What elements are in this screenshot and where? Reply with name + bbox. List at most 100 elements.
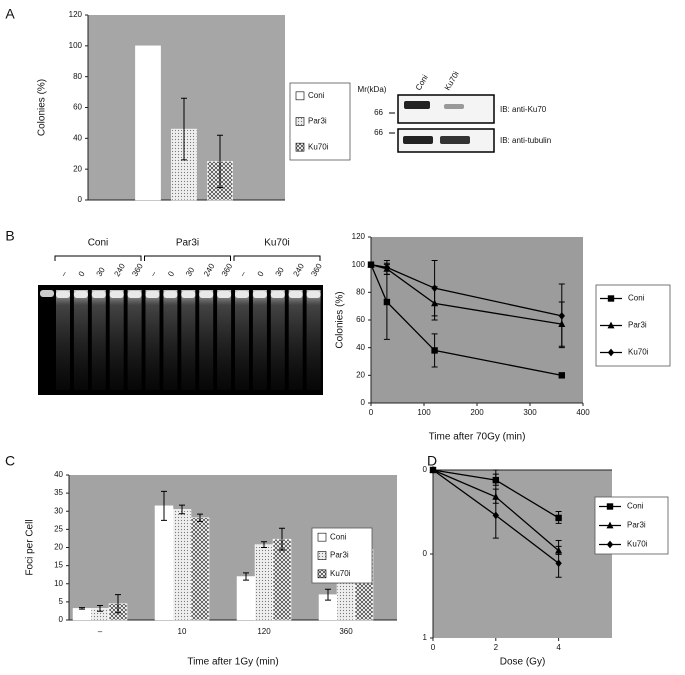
blot-row-label: IB: anti-Ku70 <box>500 105 547 114</box>
x-axis-title: Time after 70Gy (min) <box>429 432 526 443</box>
blot-mw-label: Mr(kDa) <box>358 85 387 94</box>
y-tick-label: 80 <box>73 72 82 81</box>
blot <box>389 94 495 153</box>
panel-label: C <box>5 453 15 469</box>
point <box>492 511 500 520</box>
gel-lane-label: 30 <box>274 265 287 278</box>
y-tick-label: 60 <box>356 315 365 324</box>
legend-swatch <box>317 569 327 579</box>
gel-lane-label: – <box>238 269 248 278</box>
y-tick-label: 40 <box>356 343 365 352</box>
error-bar <box>325 588 331 601</box>
gel-band <box>252 291 267 298</box>
point <box>367 260 375 269</box>
panel-label: A <box>5 6 15 22</box>
point <box>429 466 437 474</box>
x-tick-label: 10 <box>178 627 187 636</box>
y-tick-label: 40 <box>73 133 82 142</box>
y-tick-label: 100 <box>352 260 366 269</box>
y-tick-label: 0 <box>423 549 428 558</box>
error-bar <box>279 527 285 551</box>
gel-lane-label: 240 <box>291 262 306 279</box>
legend-label: Ku70i <box>627 540 648 549</box>
y-axis-title: Foci per Cell <box>25 519 36 575</box>
gel-band <box>199 291 214 298</box>
error-bar <box>161 490 167 521</box>
gel-band <box>73 291 88 298</box>
x-axis-title: Time after 1Gy (min) <box>187 657 278 668</box>
gel-lane <box>127 290 142 390</box>
gel-band <box>217 291 232 298</box>
point <box>383 263 391 272</box>
y-tick-label: 60 <box>73 103 82 112</box>
y-tick-label: 10 <box>54 579 63 588</box>
x-tick-label: 100 <box>417 408 431 417</box>
gel-bracket <box>54 255 142 261</box>
x-tick-label: 400 <box>576 408 590 417</box>
error-bar <box>97 605 103 612</box>
blot-lane-label: Ku70i <box>443 70 461 92</box>
gel-band <box>181 291 196 298</box>
y-tick-label: 40 <box>54 470 63 479</box>
gel-lane <box>270 290 285 390</box>
x-tick-label: 120 <box>257 627 271 636</box>
line <box>370 264 562 325</box>
legend-marker <box>606 503 614 510</box>
gel-lane-label: 30 <box>184 265 197 278</box>
plot-area <box>371 237 583 403</box>
y-tick-label: 100 <box>69 41 83 50</box>
y-axis-title: Colonies (%) <box>335 291 346 348</box>
legend-label: Par3i <box>627 521 646 530</box>
point <box>383 298 391 306</box>
y-tick-label: 120 <box>352 232 366 241</box>
gel-lane <box>73 290 88 390</box>
legend-swatch <box>295 142 305 152</box>
gel-band <box>288 291 303 298</box>
y-tick-label: 0 <box>361 398 366 407</box>
gel-lane <box>56 290 70 390</box>
gel-lane-label: 240 <box>112 262 127 279</box>
legend-swatch <box>295 91 305 101</box>
legend-label: Ku70i <box>308 142 329 151</box>
gel-lanes <box>40 290 321 390</box>
y-tick-label: 0 <box>59 615 64 624</box>
error-bar <box>115 594 121 614</box>
y-tick-label: 1 <box>423 633 428 642</box>
error-bar <box>492 469 499 539</box>
y-tick-label: 30 <box>54 506 63 515</box>
gel-marker-lane <box>40 290 54 297</box>
legend-label: Par3i <box>308 117 327 126</box>
point <box>555 559 562 568</box>
legend-swatch <box>317 532 327 542</box>
legend-label: Coni <box>330 532 347 541</box>
y-tick-label: 25 <box>54 524 63 533</box>
gel-lane <box>91 290 106 390</box>
y-tick-label: 20 <box>73 164 82 173</box>
gel-lane <box>252 290 267 390</box>
gel-band <box>163 291 178 298</box>
legend-swatch <box>295 117 305 126</box>
error-bar <box>197 513 203 522</box>
bar <box>154 505 174 621</box>
legend-label: Par3i <box>628 321 647 330</box>
x-tick-label: 2 <box>494 643 499 652</box>
error-bar <box>555 539 562 578</box>
line <box>370 264 562 317</box>
bar <box>172 509 192 621</box>
gel-lane <box>181 290 196 390</box>
y-tick-label: 0 <box>78 195 83 204</box>
bar <box>190 517 210 621</box>
gel-group-label: Par3i <box>176 238 199 249</box>
bar <box>72 608 92 621</box>
point <box>558 312 565 320</box>
gel-lane-label: – <box>148 269 158 278</box>
x-tick-label: 200 <box>470 408 484 417</box>
gel-lane <box>109 290 124 390</box>
y-tick-label: 5 <box>59 597 64 606</box>
gel-lane-label: 0 <box>256 269 266 278</box>
y-tick-label: 20 <box>356 370 365 379</box>
legend-marker <box>606 540 614 549</box>
blot-marker: 66 <box>374 128 383 137</box>
y-tick-label: 0 <box>423 465 428 474</box>
gel-band <box>91 291 106 298</box>
